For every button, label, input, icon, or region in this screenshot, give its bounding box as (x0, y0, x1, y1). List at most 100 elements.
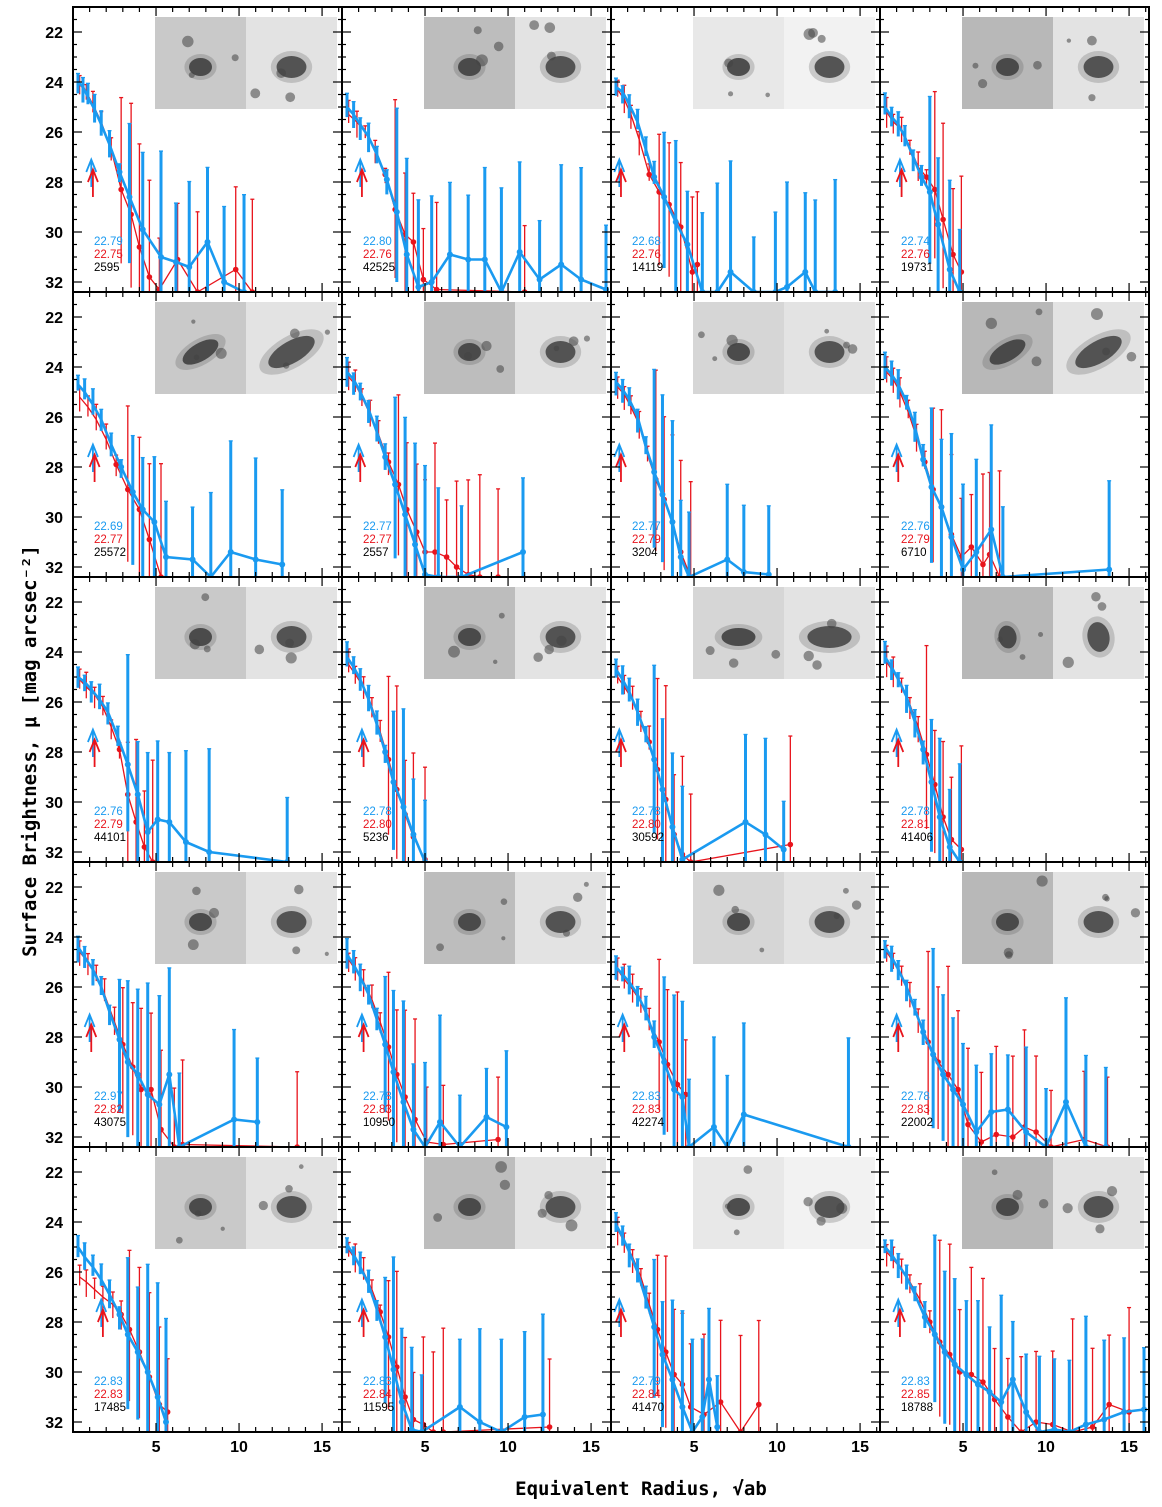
galaxy-halo (1077, 51, 1120, 83)
cutout-right (515, 872, 606, 964)
galaxy-blob (989, 339, 1026, 365)
data-point (651, 1324, 658, 1330)
neighbour-source (283, 362, 290, 369)
label-red-magnitude: 22.80 (632, 819, 661, 831)
data-point (382, 1041, 389, 1048)
y-tick-label: 26 (45, 1265, 63, 1282)
y-tick-label: 28 (45, 1030, 63, 1047)
galaxy-halo (539, 51, 582, 83)
x-tick-label: 5 (690, 1439, 699, 1456)
x-axis-label: Equivalent Radius, √ab (515, 1478, 767, 1500)
radius-arrows (83, 1012, 98, 1052)
data-point (762, 831, 769, 838)
radius-arrows (890, 1012, 905, 1052)
neighbour-source (448, 645, 460, 658)
data-point (1033, 1129, 1039, 1135)
data-point (1004, 1106, 1011, 1113)
data-point (166, 819, 173, 825)
data-point (390, 1366, 397, 1373)
neighbour-source (215, 347, 227, 359)
cutout-right (246, 587, 337, 679)
neighbour-source (464, 352, 472, 360)
data-point (951, 1361, 958, 1368)
neighbour-source (553, 345, 560, 352)
neighbour-source (285, 638, 294, 648)
data-point (410, 831, 417, 838)
radius-arrows (356, 727, 370, 767)
neighbour-source (276, 68, 286, 78)
galaxy-halo (798, 621, 861, 653)
data-point (134, 1349, 141, 1355)
neighbour-source (533, 652, 543, 662)
cutout-right (1053, 587, 1144, 679)
series-line-blue (345, 953, 507, 1147)
label-red-magnitude: 22.79 (632, 534, 661, 546)
data-point (1005, 1414, 1011, 1420)
series-group (882, 90, 965, 292)
y-tick-label: 22 (45, 1165, 63, 1182)
data-point (659, 786, 666, 793)
neighbour-source (175, 1236, 183, 1244)
data-point (410, 1126, 417, 1133)
data-point (382, 454, 389, 460)
data-point (1141, 1406, 1148, 1413)
cutout-right (246, 1157, 337, 1249)
neighbour-source (583, 335, 591, 342)
neighbour-source (705, 646, 715, 656)
data-point (481, 256, 488, 263)
cutout-right (246, 302, 337, 394)
y-tick-label: 28 (45, 460, 63, 477)
neighbour-source (808, 27, 818, 38)
label-red-magnitude: 22.85 (901, 1389, 930, 1401)
neighbour-source (985, 317, 998, 330)
neighbour-source (1091, 592, 1101, 602)
arrow-red (615, 167, 627, 197)
label-object-id: 14119 (632, 262, 663, 274)
ticks (611, 1147, 880, 1432)
label-red-magnitude: 22.76 (632, 249, 661, 261)
neighbour-source (836, 1202, 848, 1214)
galaxy-blob (814, 56, 845, 78)
neighbour-source (583, 881, 589, 887)
cutout-left (693, 1157, 784, 1249)
cutout-right (515, 17, 606, 109)
arrow-red (357, 1307, 370, 1337)
radius-arrows (890, 727, 905, 767)
data-point (279, 561, 286, 568)
data-point (936, 814, 943, 820)
series-line-blue (614, 668, 785, 862)
label-blue-magnitude: 22.79 (94, 236, 123, 248)
arrow-red (85, 1022, 98, 1052)
label-blue-magnitude: 22.76 (901, 521, 930, 533)
cutout-left (693, 872, 784, 964)
data-point (400, 1099, 407, 1105)
data-point (699, 1414, 706, 1420)
ticks (73, 577, 342, 862)
data-point (651, 174, 658, 180)
neighbour-source (544, 1191, 553, 1200)
series-group (344, 92, 610, 292)
series-line-blue (884, 366, 1110, 577)
series-line-blue (345, 656, 427, 862)
label-object-id: 19731 (901, 262, 933, 274)
arrow-red (892, 1022, 905, 1052)
data-point (1023, 1409, 1030, 1415)
data-point (1121, 1409, 1128, 1415)
neighbour-source (997, 636, 1003, 643)
data-point (129, 489, 136, 495)
data-point (755, 1401, 762, 1408)
x-tick-label: 10 (1037, 1439, 1055, 1456)
label-blue-magnitude: 22.80 (363, 236, 392, 248)
label-red-magnitude: 22.83 (94, 1389, 123, 1401)
data-point (126, 194, 133, 200)
y-axis-label: Surface Brightness, μ [mag arcsec⁻²] (19, 545, 41, 957)
galaxy-halo (1082, 616, 1115, 658)
y-tick-label: 32 (45, 845, 63, 862)
label-red-magnitude: 22.76 (363, 249, 392, 261)
data-point (980, 1379, 986, 1385)
neighbour-source (189, 639, 201, 650)
radius-arrows (352, 442, 367, 482)
